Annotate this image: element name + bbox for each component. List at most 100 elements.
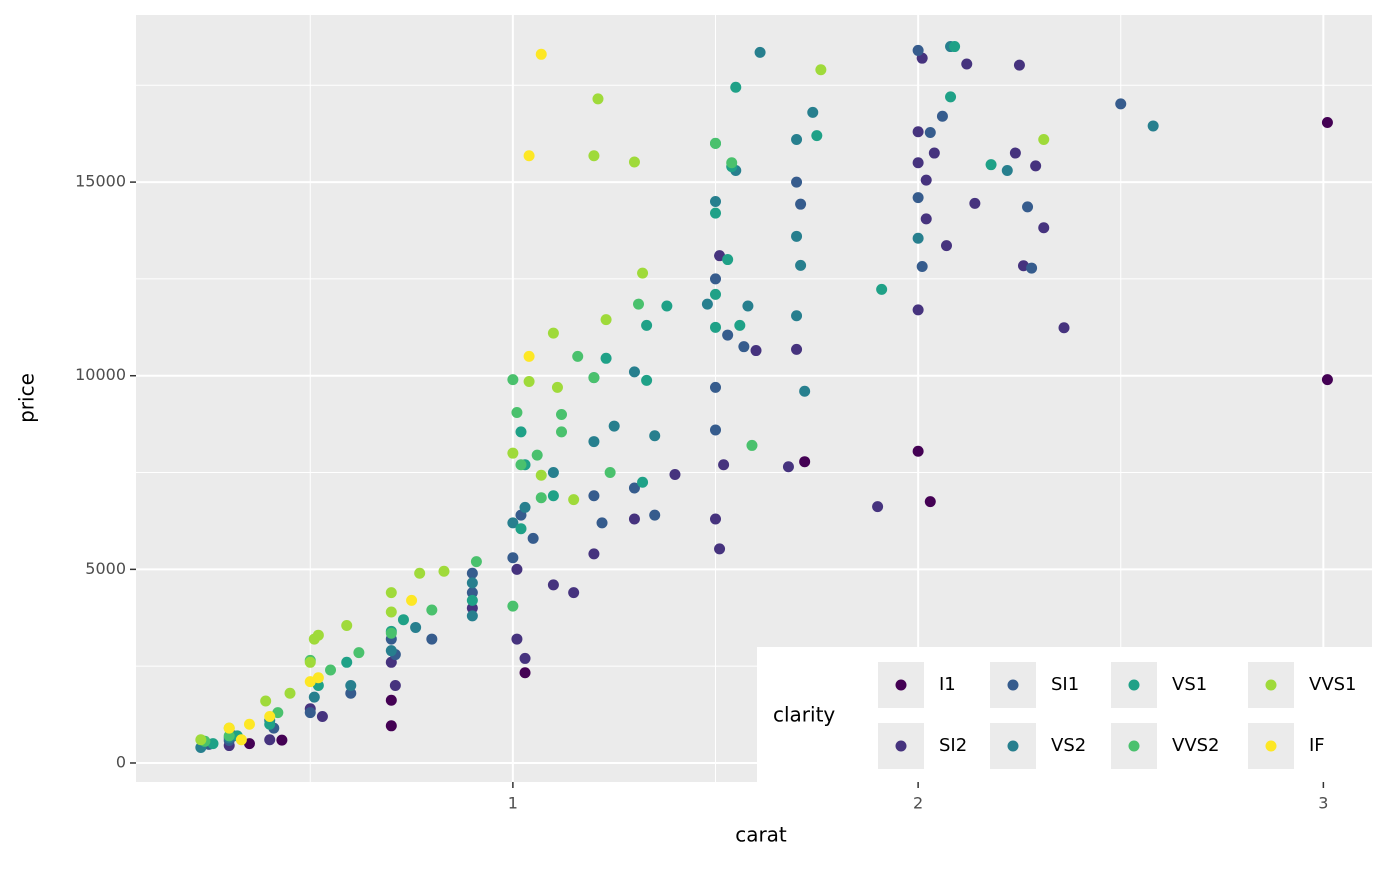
point	[345, 680, 357, 692]
point	[588, 490, 600, 502]
point	[406, 594, 418, 606]
point	[414, 567, 426, 579]
point	[276, 734, 288, 746]
point	[637, 267, 649, 279]
point	[714, 543, 726, 555]
point	[782, 461, 794, 473]
point	[628, 482, 640, 494]
point	[628, 513, 640, 525]
point	[734, 319, 746, 331]
points	[195, 41, 1333, 753]
point	[556, 408, 568, 420]
legend-swatch	[1265, 679, 1277, 691]
point	[264, 711, 276, 723]
legend-label: VS1	[1172, 674, 1207, 695]
point	[742, 300, 754, 312]
legend-swatch	[1128, 740, 1140, 752]
x-axis-title: carat	[735, 823, 787, 847]
point	[641, 319, 653, 331]
point	[710, 137, 722, 149]
point	[592, 93, 604, 105]
point	[264, 734, 276, 746]
point	[304, 676, 316, 688]
point	[649, 509, 661, 521]
point	[535, 469, 547, 481]
point	[1001, 164, 1013, 176]
legend-label: IF	[1309, 735, 1325, 756]
point	[799, 456, 811, 468]
y-tick-label: 10000	[75, 365, 126, 384]
point	[649, 430, 661, 442]
point	[385, 694, 397, 706]
point	[551, 381, 563, 393]
legend-title: clarity	[773, 703, 835, 727]
point	[260, 695, 272, 707]
point	[588, 372, 600, 384]
point	[710, 195, 722, 207]
point	[807, 106, 819, 118]
x-tick-label: 2	[913, 794, 923, 813]
point	[924, 127, 936, 139]
point	[710, 381, 722, 393]
point	[466, 594, 478, 606]
point	[701, 298, 713, 310]
point	[1022, 201, 1034, 213]
point	[1321, 116, 1333, 128]
point	[235, 734, 247, 746]
point	[316, 711, 328, 723]
point	[523, 350, 535, 362]
legend-swatch	[895, 740, 907, 752]
point	[637, 476, 649, 488]
point	[912, 232, 924, 244]
point	[507, 600, 519, 612]
point	[284, 687, 296, 699]
point	[912, 44, 924, 56]
y-tick-label: 15000	[75, 172, 126, 191]
point	[791, 230, 803, 242]
point	[928, 147, 940, 159]
point	[961, 58, 973, 70]
point	[1009, 147, 1021, 159]
point	[385, 606, 397, 618]
point	[1115, 98, 1127, 110]
point	[641, 374, 653, 386]
x-tick-label: 1	[508, 794, 518, 813]
point	[924, 496, 936, 508]
point	[507, 374, 519, 386]
point	[600, 314, 612, 326]
point	[325, 664, 337, 676]
point	[940, 240, 952, 252]
point	[466, 587, 478, 599]
point	[345, 687, 357, 699]
point	[426, 633, 438, 645]
point	[535, 48, 547, 60]
point	[750, 345, 762, 357]
point	[710, 424, 722, 436]
point	[515, 426, 527, 438]
legend-label: VS2	[1051, 735, 1086, 756]
point	[628, 366, 640, 378]
point	[872, 501, 884, 513]
point	[710, 288, 722, 300]
point	[791, 343, 803, 355]
point	[608, 420, 620, 432]
point	[604, 467, 616, 479]
point	[815, 64, 827, 76]
point	[920, 213, 932, 225]
point	[1013, 59, 1025, 71]
point	[511, 563, 523, 575]
y-tick-label: 5000	[85, 559, 126, 578]
point	[633, 298, 645, 310]
point	[410, 621, 422, 633]
point	[511, 633, 523, 645]
point	[600, 352, 612, 364]
point	[945, 91, 957, 103]
point	[547, 327, 559, 339]
point	[726, 157, 738, 169]
point	[969, 197, 981, 209]
axes: 1 2 3 0 5000 10000 15000	[75, 172, 1328, 813]
legend-label: VVS1	[1309, 674, 1357, 695]
point	[628, 156, 640, 168]
point	[799, 385, 811, 397]
